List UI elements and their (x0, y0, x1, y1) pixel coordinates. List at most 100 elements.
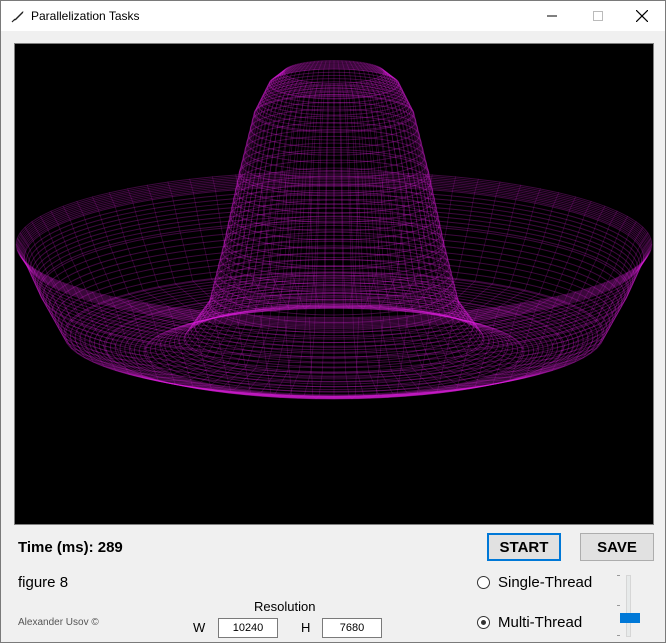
mesh-ring (283, 60, 385, 84)
mesh-meridian (19, 73, 285, 360)
mesh-ring (159, 306, 509, 388)
mesh-ring (178, 304, 490, 377)
mesh-meridian (352, 61, 457, 313)
mesh-ring (154, 306, 514, 390)
rendered-surface (15, 60, 653, 400)
mesh-ring (138, 305, 530, 397)
mesh-ring (193, 292, 475, 358)
radio-circle-checked[interactable] (477, 616, 490, 629)
mesh-ring (31, 203, 637, 344)
mesh-ring (253, 95, 415, 133)
start-button[interactable]: START (487, 533, 561, 561)
mesh-meridian (349, 82, 433, 397)
resolution-label: Resolution (254, 599, 316, 614)
mesh-ring (216, 245, 452, 301)
single-thread-radio[interactable]: Single-Thread (477, 574, 592, 591)
thread-slider[interactable] (613, 573, 641, 639)
mesh-ring (24, 185, 644, 329)
mesh-meridian (76, 64, 294, 327)
mesh-meridian (50, 66, 290, 333)
mesh-ring (261, 81, 407, 116)
save-button[interactable]: SAVE (580, 533, 654, 561)
render-canvas (14, 43, 654, 525)
mesh-meridian (108, 63, 299, 322)
mesh-meridian (345, 83, 409, 398)
mesh-meridian (382, 68, 644, 343)
mesh-ring (255, 90, 413, 128)
mesh-meridian (383, 73, 649, 360)
mesh-ring (266, 71, 402, 104)
mesh-ring (264, 74, 404, 108)
mesh-meridian (356, 82, 479, 394)
mesh-ring (23, 184, 645, 328)
mesh-meridian (366, 80, 541, 387)
mesh-ring (39, 222, 629, 359)
mesh-meridian (283, 83, 327, 399)
mesh-ring (199, 285, 469, 348)
mesh-ring (27, 194, 641, 337)
figure-label: figure 8 (18, 574, 69, 591)
radio-circle[interactable] (477, 576, 490, 589)
mesh-meridian (363, 81, 522, 390)
mesh-ring (164, 305, 504, 385)
mesh-ring (57, 259, 611, 388)
mesh-ring (224, 215, 444, 267)
maximize-icon (593, 11, 603, 21)
title-bar: Parallelization Tasks (1, 1, 665, 31)
surface-mesh (15, 60, 653, 400)
mesh-meridian (24, 74, 286, 363)
mesh-meridian (15, 71, 285, 353)
mesh-meridian (308, 83, 331, 400)
mesh-ring (221, 224, 447, 278)
mesh-meridian (146, 62, 305, 318)
mesh-ring (169, 305, 499, 382)
mesh-ring (129, 302, 539, 398)
mesh-ring (202, 281, 466, 344)
mesh-ring (119, 298, 549, 399)
height-input[interactable]: 7680 (322, 618, 382, 638)
mesh-ring (274, 65, 394, 94)
mesh-meridian (376, 77, 606, 376)
mesh-ring (36, 216, 632, 354)
mesh-ring (54, 253, 614, 383)
mesh-ring (210, 265, 458, 324)
mesh-meridian (16, 70, 285, 350)
mesh-ring (63, 271, 605, 397)
mesh-ring (238, 151, 430, 197)
mesh-ring (236, 159, 432, 206)
minimize-button[interactable] (529, 1, 575, 31)
slider-track (626, 575, 631, 637)
mesh-meridian (283, 60, 327, 310)
multi-thread-radio[interactable]: Multi-Thread (477, 614, 582, 631)
mesh-meridian (371, 64, 577, 325)
mesh-meridian (235, 60, 319, 311)
mesh-meridian (211, 82, 316, 396)
mesh-meridian (376, 65, 606, 330)
mesh-ring (145, 307, 523, 396)
mesh-ring (239, 149, 429, 194)
mesh-ring (65, 272, 603, 397)
mesh-ring (225, 207, 443, 259)
mesh-ring (227, 199, 441, 250)
mesh-meridian (378, 66, 618, 333)
mesh-ring (69, 274, 599, 398)
mesh-ring (124, 300, 544, 398)
mesh-meridian (352, 82, 457, 396)
mesh-ring (269, 68, 399, 99)
mesh-ring (233, 175, 435, 223)
mesh-meridian (337, 83, 360, 400)
mesh-meridian (167, 61, 309, 316)
width-input[interactable]: 10240 (218, 618, 278, 638)
slider-thumb[interactable] (620, 613, 640, 623)
mesh-meridian (62, 77, 292, 376)
close-button[interactable] (619, 1, 665, 31)
mesh-ring (183, 304, 485, 374)
mesh-ring (276, 64, 392, 92)
mesh-ring (205, 278, 463, 339)
height-label: H (301, 620, 311, 635)
mesh-ring (234, 167, 434, 214)
mesh-ring (25, 190, 643, 333)
maximize-button[interactable] (575, 1, 621, 31)
mesh-meridian (235, 82, 319, 397)
mesh-ring (133, 304, 535, 397)
